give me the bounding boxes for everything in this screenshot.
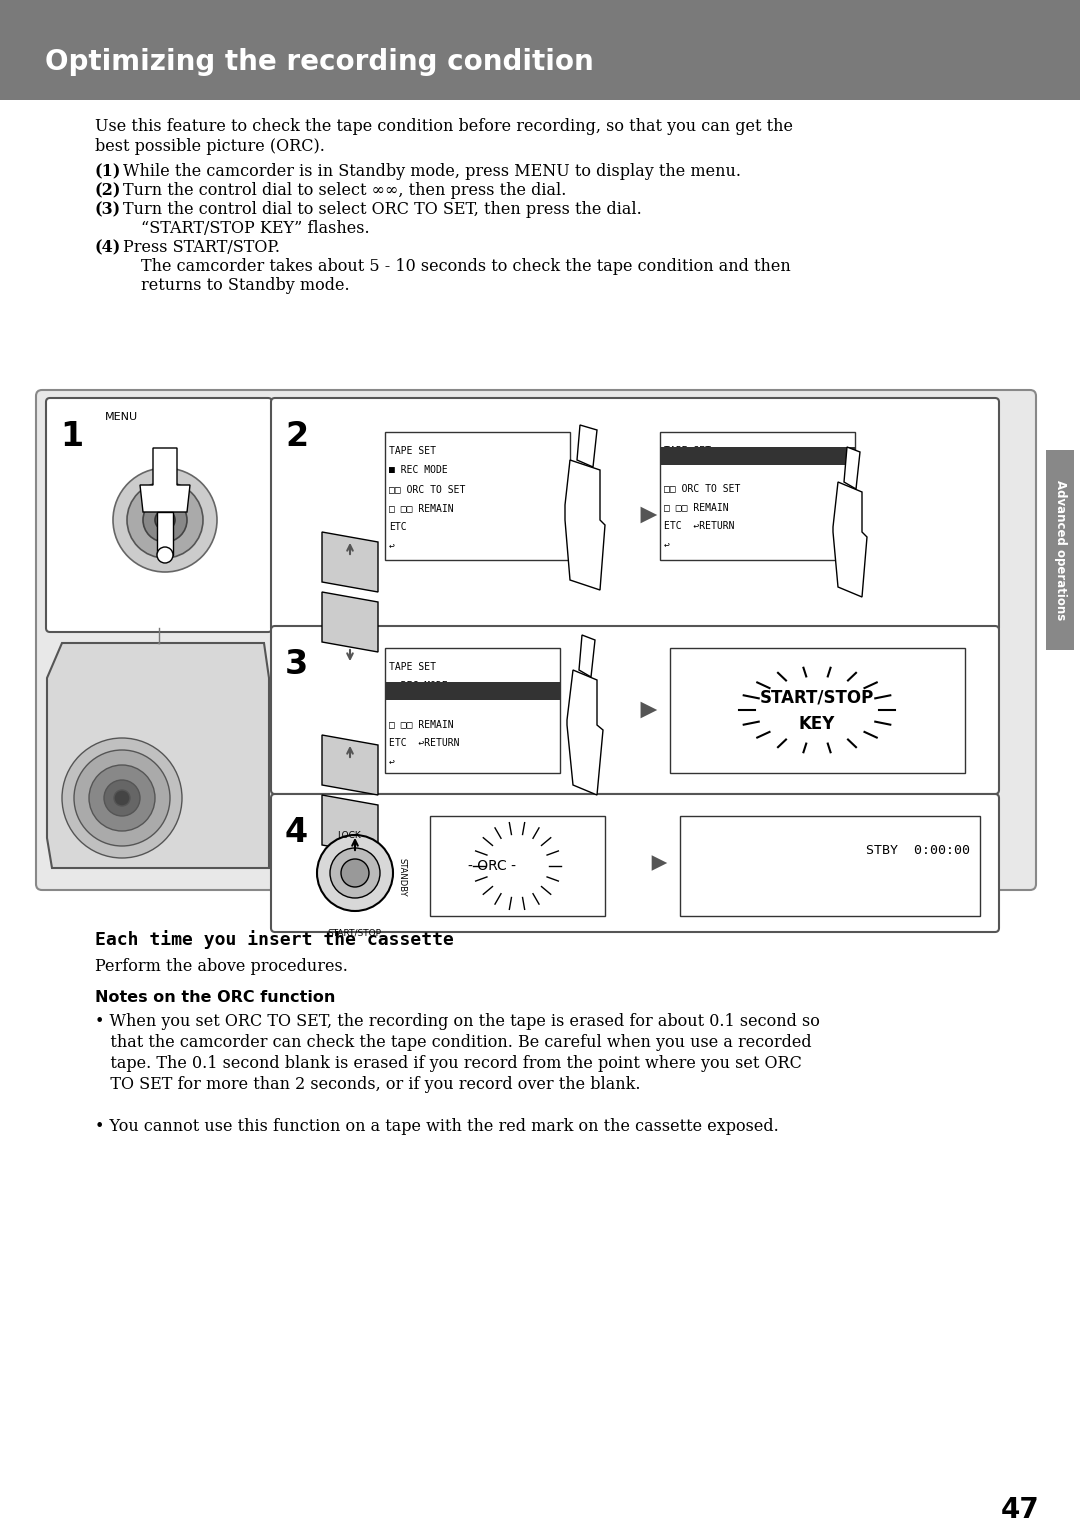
Text: 3: 3	[285, 648, 308, 681]
Polygon shape	[140, 448, 190, 512]
Text: 47: 47	[1001, 1496, 1039, 1524]
Text: 1: 1	[60, 420, 83, 452]
Text: - ORC -: - ORC -	[468, 858, 516, 872]
Polygon shape	[577, 425, 597, 468]
Text: that the camcorder can check the tape condition. Be careful when you use a recor: that the camcorder can check the tape co…	[95, 1033, 812, 1052]
Text: TAPE SET: TAPE SET	[389, 446, 436, 455]
Text: Advanced operations: Advanced operations	[1053, 480, 1067, 621]
Text: □ □□ REMAIN: □ □□ REMAIN	[389, 503, 454, 514]
Bar	[670, 648, 966, 773]
Text: STBY  0:00:00: STBY 0:00:00	[866, 845, 970, 857]
Polygon shape	[565, 460, 605, 590]
Text: LOCK: LOCK	[337, 831, 361, 840]
Text: Optimizing the recording condition: Optimizing the recording condition	[45, 48, 594, 77]
Text: KEY: KEY	[799, 714, 835, 733]
Polygon shape	[843, 448, 860, 489]
Polygon shape	[322, 734, 378, 796]
Bar	[660, 448, 855, 464]
Text: □□ ORC TO SET: □□ ORC TO SET	[389, 701, 465, 710]
FancyBboxPatch shape	[271, 625, 999, 794]
Text: 2: 2	[285, 420, 308, 452]
FancyBboxPatch shape	[46, 399, 272, 632]
Text: TO SET for more than 2 seconds, or if you record over the blank.: TO SET for more than 2 seconds, or if yo…	[95, 1076, 640, 1093]
Text: □□ ORC TO SET: □□ ORC TO SET	[389, 484, 465, 494]
Text: • When you set ORC TO SET, the recording on the tape is erased for about 0.1 sec: • When you set ORC TO SET, the recording…	[95, 1013, 820, 1030]
Text: □□ ORC TO SET: □□ ORC TO SET	[664, 483, 741, 494]
Polygon shape	[567, 670, 603, 796]
Text: Press START/STOP.: Press START/STOP.	[123, 239, 280, 256]
Text: ↩: ↩	[389, 541, 395, 550]
Text: Each time you insert the cassette: Each time you insert the cassette	[95, 931, 454, 949]
Bar	[384, 432, 570, 560]
Circle shape	[341, 858, 369, 888]
Bar	[680, 816, 980, 917]
Text: SP: SP	[789, 464, 801, 475]
Polygon shape	[322, 532, 378, 592]
Text: ETC: ETC	[389, 523, 407, 532]
Bar	[1047, 451, 1074, 650]
Text: TAPE SET: TAPE SET	[389, 662, 436, 671]
Text: (2): (2)	[95, 182, 121, 199]
Text: Notes on the ORC function: Notes on the ORC function	[95, 990, 336, 1006]
Circle shape	[156, 510, 175, 530]
Text: While the camcorder is in Standby mode, press MENU to display the menu.: While the camcorder is in Standby mode, …	[123, 162, 741, 179]
Text: • You cannot use this function on a tape with the red mark on the cassette expos: • You cannot use this function on a tape…	[95, 1118, 779, 1134]
Text: ↩: ↩	[389, 757, 395, 766]
Text: □ □□ REMAIN: □ □□ REMAIN	[664, 501, 729, 512]
Text: START/STOP: START/STOP	[327, 927, 381, 937]
Text: STANDBY: STANDBY	[397, 858, 406, 897]
Bar	[430, 816, 605, 917]
Polygon shape	[322, 796, 378, 855]
Circle shape	[104, 780, 140, 816]
Polygon shape	[157, 512, 173, 555]
Circle shape	[127, 481, 203, 558]
Bar	[0, 0, 1080, 100]
Circle shape	[143, 498, 187, 543]
Circle shape	[113, 468, 217, 572]
FancyBboxPatch shape	[271, 794, 999, 932]
Circle shape	[62, 737, 183, 858]
Text: Perform the above procedures.: Perform the above procedures.	[95, 958, 348, 975]
Text: ■ REC MODE: ■ REC MODE	[389, 681, 448, 691]
Text: (4): (4)	[95, 239, 121, 256]
Text: (1): (1)	[95, 162, 121, 179]
Circle shape	[318, 835, 393, 911]
Polygon shape	[579, 635, 595, 678]
Text: tape. The 0.1 second blank is erased if you record from the point where you set : tape. The 0.1 second blank is erased if …	[95, 1055, 801, 1072]
Polygon shape	[322, 592, 378, 652]
Text: ■ REC MODE: ■ REC MODE	[389, 464, 448, 475]
Text: Use this feature to check the tape condition before recording, so that you can g: Use this feature to check the tape condi…	[95, 118, 793, 135]
Text: MENU: MENU	[105, 412, 138, 422]
Text: 4: 4	[285, 816, 308, 849]
Polygon shape	[48, 642, 269, 868]
Text: TAPE SET: TAPE SET	[664, 446, 711, 455]
Text: (3): (3)	[95, 201, 121, 218]
Text: ■ REC MODE: ■ REC MODE	[664, 464, 723, 475]
Text: START/STOP: START/STOP	[760, 688, 874, 707]
Bar	[384, 648, 561, 773]
Bar	[660, 432, 855, 560]
Text: Turn the control dial to select ORC TO SET, then press the dial.: Turn the control dial to select ORC TO S…	[123, 201, 642, 218]
Circle shape	[114, 789, 130, 806]
Text: Turn the control dial to select ∞∞, then press the dial.: Turn the control dial to select ∞∞, then…	[123, 182, 566, 199]
Text: ETC  ↩RETURN: ETC ↩RETURN	[389, 737, 459, 748]
Circle shape	[89, 765, 156, 831]
Text: The camcorder takes about 5 - 10 seconds to check the tape condition and then: The camcorder takes about 5 - 10 seconds…	[141, 258, 791, 274]
Text: “START/STOP KEY” flashes.: “START/STOP KEY” flashes.	[141, 221, 369, 238]
Text: □ □□ REMAIN: □ □□ REMAIN	[389, 719, 454, 730]
Bar	[384, 682, 561, 701]
Text: best possible picture (ORC).: best possible picture (ORC).	[95, 138, 325, 155]
FancyBboxPatch shape	[271, 399, 999, 632]
FancyBboxPatch shape	[36, 389, 1036, 891]
Text: ETC  ↩RETURN: ETC ↩RETURN	[664, 521, 734, 530]
Circle shape	[75, 750, 170, 846]
Text: returns to Standby mode.: returns to Standby mode.	[141, 277, 350, 294]
Circle shape	[330, 848, 380, 898]
Circle shape	[157, 547, 173, 563]
Text: ↩: ↩	[664, 540, 670, 550]
Polygon shape	[833, 481, 867, 596]
